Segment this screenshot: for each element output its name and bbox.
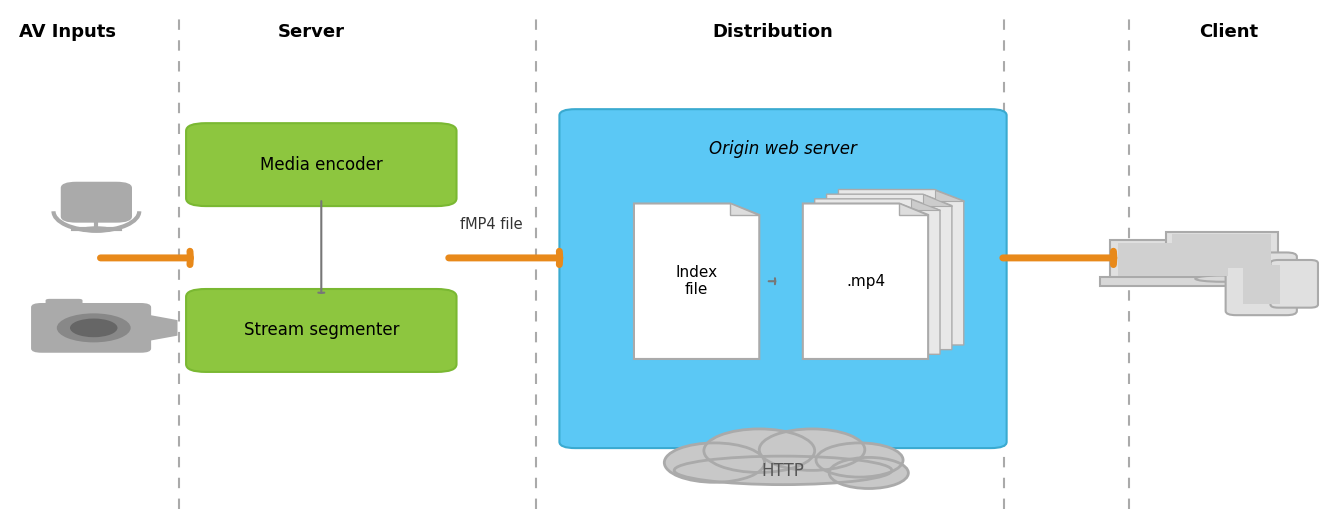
FancyBboxPatch shape: [1225, 253, 1297, 315]
Circle shape: [57, 313, 131, 342]
Ellipse shape: [1195, 276, 1248, 282]
FancyBboxPatch shape: [32, 303, 151, 353]
Polygon shape: [814, 199, 940, 354]
Polygon shape: [635, 204, 759, 359]
FancyBboxPatch shape: [61, 182, 132, 222]
Text: Client: Client: [1199, 23, 1257, 42]
Ellipse shape: [79, 226, 112, 232]
Text: HTTP: HTTP: [761, 463, 805, 480]
Bar: [1118, 243, 1228, 276]
Circle shape: [70, 318, 118, 337]
FancyBboxPatch shape: [1100, 277, 1247, 287]
Circle shape: [664, 443, 764, 482]
Text: Media encoder: Media encoder: [260, 156, 382, 173]
FancyBboxPatch shape: [1166, 232, 1278, 271]
FancyBboxPatch shape: [559, 109, 1006, 448]
Circle shape: [759, 429, 865, 470]
Text: Origin web server: Origin web server: [709, 140, 857, 158]
Text: .mp4: .mp4: [846, 274, 884, 289]
Polygon shape: [838, 190, 964, 345]
Circle shape: [829, 457, 908, 489]
Text: Stream segmenter: Stream segmenter: [243, 321, 399, 340]
FancyBboxPatch shape: [186, 123, 456, 206]
Circle shape: [703, 429, 814, 473]
Text: fMP4 file: fMP4 file: [460, 217, 522, 232]
Text: Index
file: Index file: [676, 265, 718, 297]
Polygon shape: [935, 190, 964, 201]
Circle shape: [816, 443, 903, 477]
Polygon shape: [802, 204, 928, 359]
Polygon shape: [826, 194, 952, 350]
Polygon shape: [140, 313, 177, 342]
Ellipse shape: [674, 456, 892, 485]
Text: Server: Server: [278, 23, 345, 42]
Bar: [1173, 234, 1272, 268]
Polygon shape: [911, 199, 940, 210]
Polygon shape: [899, 204, 928, 215]
FancyBboxPatch shape: [186, 289, 456, 372]
Polygon shape: [730, 204, 759, 215]
FancyBboxPatch shape: [45, 299, 82, 311]
Bar: [1243, 265, 1280, 304]
FancyBboxPatch shape: [1110, 240, 1236, 279]
Text: AV Inputs: AV Inputs: [19, 23, 116, 42]
Polygon shape: [923, 194, 952, 206]
Text: Distribution: Distribution: [713, 23, 833, 42]
FancyBboxPatch shape: [1270, 260, 1318, 308]
